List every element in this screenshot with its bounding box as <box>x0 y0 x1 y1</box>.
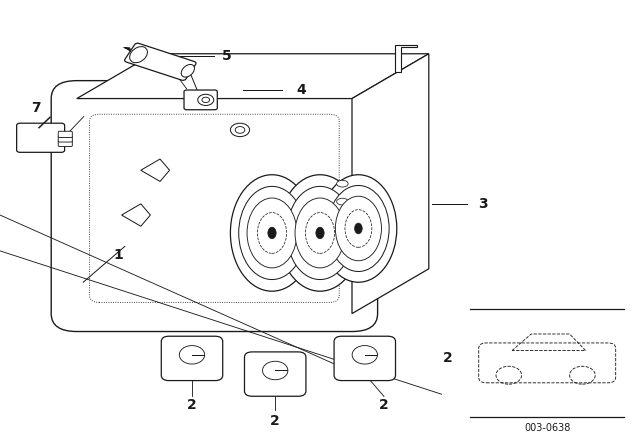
Ellipse shape <box>337 180 348 187</box>
FancyBboxPatch shape <box>58 131 72 138</box>
Ellipse shape <box>278 175 362 291</box>
FancyBboxPatch shape <box>125 43 196 80</box>
FancyBboxPatch shape <box>58 140 72 146</box>
Polygon shape <box>77 54 429 99</box>
Ellipse shape <box>239 186 305 280</box>
Ellipse shape <box>320 175 397 282</box>
Text: 6: 6 <box>177 64 186 78</box>
Polygon shape <box>352 54 429 314</box>
Ellipse shape <box>236 127 245 134</box>
Text: 2: 2 <box>270 414 280 428</box>
Ellipse shape <box>345 210 372 247</box>
Text: 3: 3 <box>478 197 488 211</box>
FancyBboxPatch shape <box>244 352 306 396</box>
FancyBboxPatch shape <box>17 123 65 152</box>
Text: 003-0638: 003-0638 <box>524 423 570 433</box>
Ellipse shape <box>305 213 335 254</box>
Ellipse shape <box>287 186 353 280</box>
FancyBboxPatch shape <box>58 136 72 142</box>
Ellipse shape <box>198 94 214 105</box>
Polygon shape <box>122 204 150 226</box>
Ellipse shape <box>268 227 276 239</box>
Ellipse shape <box>335 196 381 261</box>
Ellipse shape <box>316 227 324 239</box>
Text: 2: 2 <box>379 398 389 413</box>
Text: 7: 7 <box>31 101 41 116</box>
Ellipse shape <box>130 47 147 63</box>
Text: 1: 1 <box>113 248 124 263</box>
Ellipse shape <box>337 198 348 205</box>
Ellipse shape <box>230 123 250 137</box>
Text: 2: 2 <box>443 351 453 366</box>
FancyBboxPatch shape <box>184 90 218 110</box>
FancyBboxPatch shape <box>334 336 396 381</box>
FancyBboxPatch shape <box>51 81 378 332</box>
Text: 5: 5 <box>222 49 232 63</box>
Polygon shape <box>141 159 170 181</box>
Ellipse shape <box>328 185 389 271</box>
Text: 4: 4 <box>296 82 306 97</box>
Ellipse shape <box>181 65 195 77</box>
FancyBboxPatch shape <box>161 336 223 381</box>
Ellipse shape <box>257 213 287 254</box>
Ellipse shape <box>202 97 210 103</box>
Ellipse shape <box>230 175 314 291</box>
Ellipse shape <box>179 345 205 364</box>
Ellipse shape <box>262 361 288 380</box>
Polygon shape <box>395 45 417 72</box>
Ellipse shape <box>355 223 362 234</box>
Ellipse shape <box>352 345 378 364</box>
Ellipse shape <box>295 198 345 268</box>
Text: 2: 2 <box>187 398 197 413</box>
Ellipse shape <box>247 198 297 268</box>
